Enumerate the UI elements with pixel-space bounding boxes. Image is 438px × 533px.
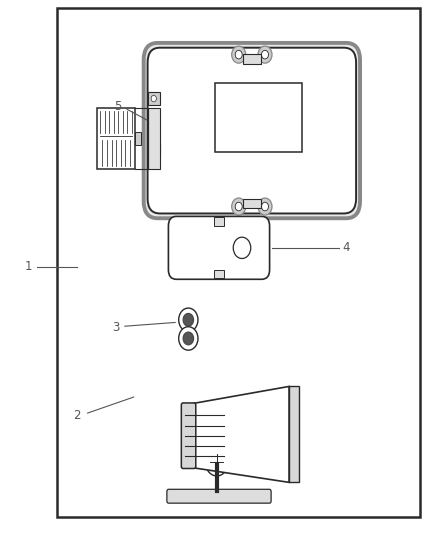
Bar — [243, 54, 261, 63]
Circle shape — [151, 95, 156, 102]
Bar — [148, 142, 160, 156]
Bar — [289, 386, 299, 482]
Circle shape — [261, 50, 268, 59]
Circle shape — [232, 46, 246, 63]
Circle shape — [205, 448, 228, 476]
Circle shape — [183, 313, 194, 326]
Circle shape — [179, 308, 198, 332]
Bar — [148, 92, 160, 106]
Circle shape — [233, 237, 251, 259]
Bar — [57, 8, 420, 517]
Circle shape — [232, 198, 246, 215]
FancyBboxPatch shape — [168, 216, 269, 279]
FancyBboxPatch shape — [144, 43, 360, 219]
Bar — [135, 132, 141, 145]
Bar — [214, 270, 224, 278]
Text: 2: 2 — [73, 409, 81, 422]
Bar — [215, 83, 302, 152]
Text: 3: 3 — [113, 321, 120, 334]
Bar — [214, 217, 224, 226]
Bar — [148, 108, 160, 169]
Bar — [97, 108, 135, 169]
Circle shape — [235, 203, 242, 211]
Text: 1: 1 — [25, 260, 32, 273]
Circle shape — [258, 198, 272, 215]
FancyBboxPatch shape — [181, 403, 196, 469]
Circle shape — [179, 327, 198, 350]
Circle shape — [261, 203, 268, 211]
Polygon shape — [184, 386, 289, 482]
Circle shape — [258, 46, 272, 63]
Circle shape — [235, 50, 242, 59]
Circle shape — [183, 332, 194, 345]
FancyBboxPatch shape — [148, 48, 356, 214]
FancyBboxPatch shape — [167, 489, 271, 503]
Text: 5: 5 — [115, 100, 122, 113]
Circle shape — [151, 146, 156, 152]
Text: 4: 4 — [342, 241, 350, 254]
Bar — [243, 199, 261, 208]
